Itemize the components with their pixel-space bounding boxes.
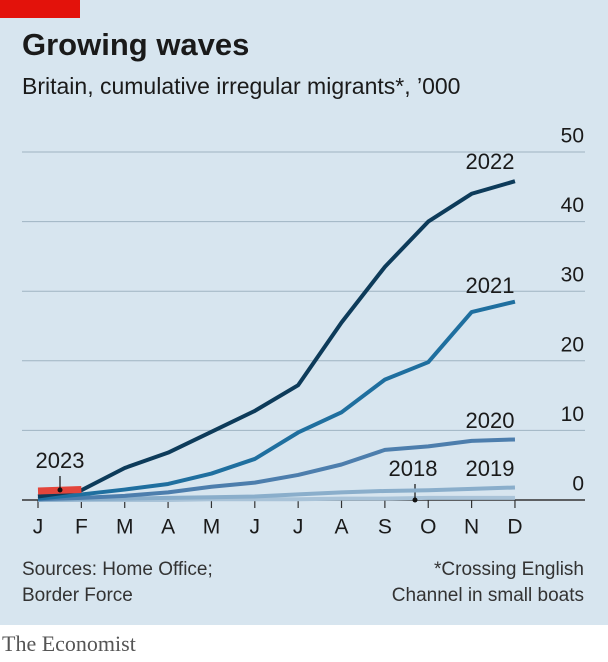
- source: Border Force: [22, 585, 133, 606]
- note: Channel in small boats: [392, 585, 584, 606]
- x-tick-label: J: [250, 516, 261, 539]
- x-tick-label: D: [507, 516, 522, 539]
- footer-band: [0, 625, 608, 662]
- series-label: 2022: [466, 149, 515, 174]
- y-tick-label: 0: [572, 473, 584, 496]
- red-tag: [0, 0, 80, 18]
- x-tick-label: M: [203, 516, 221, 539]
- note: *Crossing English: [434, 559, 584, 580]
- series-line: [37, 437, 516, 502]
- x-tick-label: A: [161, 516, 175, 539]
- series-label: 2023: [36, 448, 85, 473]
- x-tick-label: F: [75, 516, 88, 539]
- leader-dot: [57, 487, 63, 493]
- brand: The Economist: [2, 631, 136, 656]
- series-label: 2021: [466, 273, 515, 298]
- y-tick-label: 10: [561, 403, 584, 426]
- series-line: [37, 179, 516, 499]
- source: Sources: Home Office;: [22, 559, 213, 580]
- series-label: 2020: [466, 408, 515, 433]
- y-tick-label: 40: [561, 194, 584, 217]
- leader-dot: [412, 497, 418, 503]
- y-tick-label: 30: [561, 264, 584, 287]
- x-tick-label: O: [420, 516, 436, 539]
- chart-subtitle: Britain, cumulative irregular migrants*,…: [22, 73, 460, 99]
- x-tick-label: A: [335, 516, 349, 539]
- x-tick-label: J: [293, 516, 304, 539]
- x-tick-label: M: [116, 516, 134, 539]
- y-tick-label: 50: [561, 125, 584, 148]
- background: [0, 0, 608, 625]
- x-tick-label: J: [33, 516, 44, 539]
- chart-title: Growing waves: [22, 27, 249, 62]
- x-tick-label: S: [378, 516, 392, 539]
- series-line: [37, 485, 516, 502]
- series-line: [37, 299, 516, 501]
- series-label: 2018: [389, 456, 438, 481]
- y-tick-label: 20: [561, 333, 584, 356]
- x-tick-label: N: [464, 516, 479, 539]
- series-label: 2019: [466, 456, 515, 481]
